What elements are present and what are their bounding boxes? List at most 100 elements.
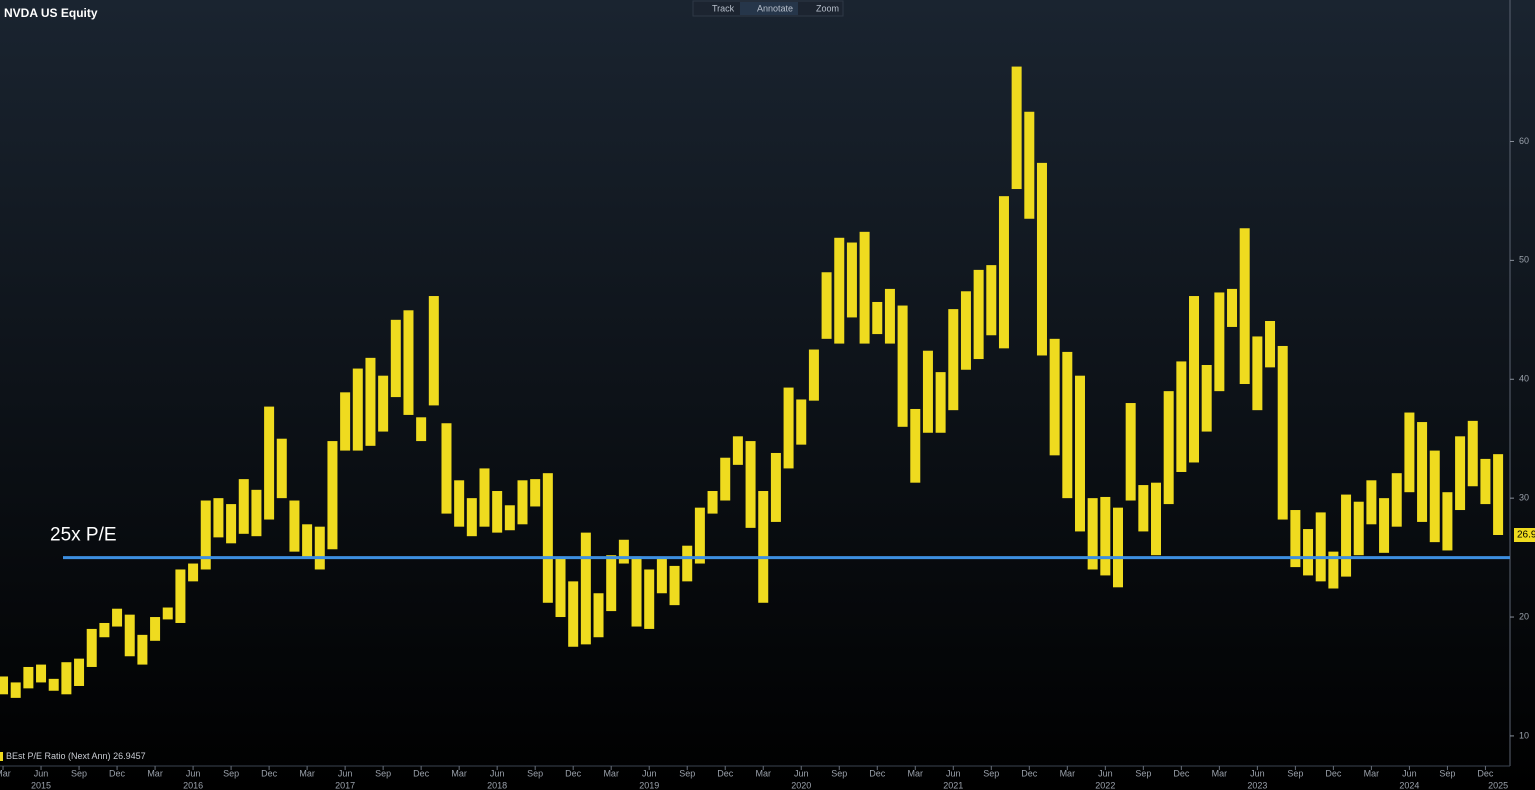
range-bar xyxy=(542,473,553,603)
range-bar xyxy=(479,468,490,527)
range-bar xyxy=(998,196,1009,349)
y-tick-label: 60 xyxy=(1519,136,1529,146)
year-label: 2015 xyxy=(31,780,51,790)
range-bar xyxy=(1455,436,1466,511)
toolbar: Track Annotate Zoom xyxy=(692,0,844,17)
range-bar xyxy=(365,357,376,446)
x-tick-label: Dec xyxy=(261,768,278,778)
range-bar xyxy=(1493,454,1504,535)
x-tick-label: Sep xyxy=(679,768,695,778)
range-bar xyxy=(720,457,731,501)
year-label: 2019 xyxy=(639,780,659,790)
range-bar xyxy=(378,375,389,432)
x-tick-label: Mar xyxy=(0,768,11,778)
range-bar xyxy=(770,452,781,522)
range-bar xyxy=(732,436,743,465)
range-bar xyxy=(555,557,566,618)
toolbar-button[interactable]: Annotate xyxy=(757,3,793,13)
range-bar xyxy=(200,500,211,570)
range-bar xyxy=(504,505,515,531)
x-tick-label: Jun xyxy=(338,768,353,778)
year-label: 2022 xyxy=(1095,780,1115,790)
range-bar xyxy=(1125,403,1136,501)
x-tick-label: Mar xyxy=(755,768,771,778)
toolbar-button[interactable]: Zoom xyxy=(816,3,839,13)
range-bar xyxy=(0,676,9,695)
year-label: 2023 xyxy=(1247,780,1267,790)
range-bar xyxy=(834,237,845,344)
range-bar xyxy=(162,607,173,620)
x-tick-label: Sep xyxy=(983,768,999,778)
range-bar xyxy=(1467,420,1478,487)
x-tick-label: Jun xyxy=(794,768,809,778)
range-bar xyxy=(10,682,21,698)
x-tick-label: Jun xyxy=(186,768,201,778)
year-label: 2021 xyxy=(943,780,963,790)
range-bar xyxy=(707,491,718,514)
x-tick-label: Jun xyxy=(642,768,657,778)
x-tick-label: Dec xyxy=(565,768,582,778)
current-value-label: 26.9 xyxy=(1517,530,1535,541)
x-tick-label: Jun xyxy=(34,768,49,778)
range-bar xyxy=(264,406,275,520)
current-value-tag xyxy=(1514,527,1535,542)
range-bar xyxy=(1049,338,1060,456)
legend-label: BEst P/E Ratio (Next Ann) 26.9457 xyxy=(6,751,146,761)
range-bar xyxy=(314,526,325,570)
x-tick-label: Sep xyxy=(375,768,391,778)
toolbar-button[interactable]: Track xyxy=(712,3,735,13)
range-bar xyxy=(1404,412,1415,493)
range-bar xyxy=(1265,320,1276,368)
range-bar xyxy=(150,617,161,641)
range-bar xyxy=(1151,482,1162,556)
range-bar xyxy=(606,555,617,612)
range-bar xyxy=(1112,507,1123,588)
year-label: 2018 xyxy=(487,780,507,790)
x-tick-label: Dec xyxy=(413,768,430,778)
range-bar xyxy=(1480,458,1491,505)
x-tick-label: Sep xyxy=(1287,768,1303,778)
reference-label: 25x P/E xyxy=(50,525,117,546)
range-bar xyxy=(403,310,414,415)
x-tick-label: Mar xyxy=(1364,768,1380,778)
range-bar xyxy=(808,349,819,401)
x-tick-label: Mar xyxy=(603,768,619,778)
chart-title: NVDA US Equity xyxy=(4,6,98,20)
range-bar xyxy=(669,565,680,606)
year-label: 2020 xyxy=(791,780,811,790)
x-tick-label: Mar xyxy=(1060,768,1076,778)
range-bar xyxy=(859,231,870,344)
range-bar xyxy=(1391,473,1402,527)
range-bar xyxy=(631,556,642,627)
range-bar xyxy=(644,569,655,629)
x-tick-label: Sep xyxy=(223,768,239,778)
range-bar xyxy=(517,480,528,525)
range-bar xyxy=(1074,375,1085,532)
range-bar xyxy=(99,622,110,638)
range-bar xyxy=(1227,288,1238,327)
range-bar xyxy=(23,666,34,689)
range-bar xyxy=(1252,336,1263,411)
range-bar xyxy=(302,524,313,558)
range-bar xyxy=(1379,498,1390,553)
x-tick-label: Sep xyxy=(527,768,543,778)
legend-swatch xyxy=(0,752,3,761)
range-bar xyxy=(593,593,604,638)
range-bar xyxy=(1366,480,1377,525)
range-bar xyxy=(213,498,224,538)
range-bar xyxy=(36,664,47,683)
y-tick-label: 40 xyxy=(1519,374,1529,384)
range-bar xyxy=(1036,162,1047,356)
range-bar xyxy=(175,569,186,623)
year-label: 2016 xyxy=(183,780,203,790)
range-bar xyxy=(1011,66,1022,190)
range-bar xyxy=(492,491,503,533)
range-bar xyxy=(910,408,921,483)
range-bar xyxy=(580,532,591,645)
range-bar xyxy=(846,242,857,318)
range-bar xyxy=(1163,391,1174,505)
range-bar xyxy=(188,563,199,582)
range-bar xyxy=(656,557,667,594)
